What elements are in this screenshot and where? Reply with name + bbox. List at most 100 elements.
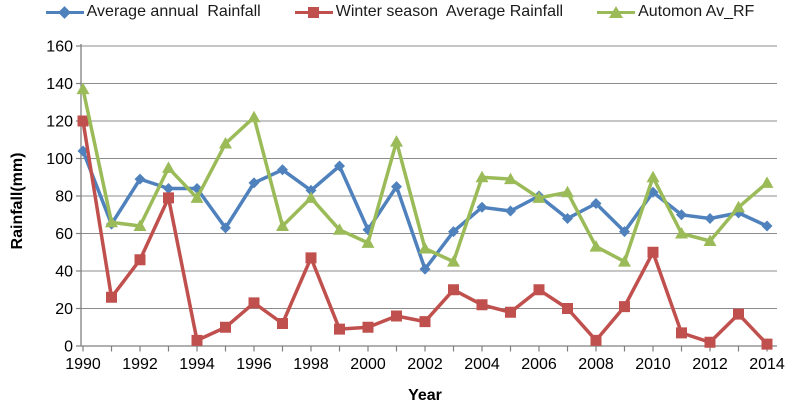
diamond-data-point-marker <box>134 173 146 185</box>
diamond-data-point-marker <box>448 226 459 238</box>
square-data-point-marker <box>77 115 89 127</box>
x-tick-label: 2004 <box>464 356 500 373</box>
x-tick-label: 2000 <box>350 356 386 373</box>
square-data-point-marker <box>334 323 345 335</box>
x-tick-label: 1992 <box>122 356 158 373</box>
x-tick-label: 1996 <box>236 356 272 373</box>
legend-label-automon-av-rf: Automon Av_RF <box>638 3 755 20</box>
diamond-data-point-marker <box>305 184 317 196</box>
square-data-point-marker <box>761 338 773 350</box>
diamond-data-point-marker <box>761 220 773 232</box>
x-tick-label: 2012 <box>692 356 728 373</box>
triangle-data-point-marker <box>219 137 232 149</box>
x-axis-tick-labels: 1990 1992 1994 1996 1998 2000 2002 2004 2006 2008… <box>65 356 785 373</box>
diamond-data-point-marker <box>619 226 630 238</box>
red-square-legend-icon <box>294 4 333 20</box>
triangle-data-point-marker <box>105 215 118 228</box>
square-data-point-marker <box>305 252 317 264</box>
y-tick-label: 20 <box>55 301 73 318</box>
triangle-data-point-marker <box>732 200 745 213</box>
triangle-data-point-marker <box>390 135 403 147</box>
triangle-marker-icon <box>609 5 624 18</box>
square-data-point-marker <box>590 334 602 346</box>
square-data-point-marker <box>476 299 488 311</box>
diamond-data-point-marker <box>220 222 231 234</box>
legend-item-winter-season-average-rainfall: Winter season Average Rainfall <box>294 3 563 21</box>
triangle-data-point-marker <box>561 185 574 198</box>
triangle-data-point-marker <box>475 170 489 183</box>
series-line-automon-av-rf <box>81 87 769 264</box>
triangle-data-point-marker <box>703 234 717 246</box>
diamond-data-point-marker <box>704 213 716 224</box>
series-line-winter-season-average-rainfall <box>81 119 769 346</box>
y-tick-label: 0 <box>64 339 73 356</box>
triangle-data-point-marker <box>760 176 774 188</box>
triangle-data-point-marker <box>532 191 546 203</box>
green-triangle-legend-icon <box>597 4 636 20</box>
y-tick-label: 140 <box>46 76 73 93</box>
triangle-data-point-marker <box>361 236 375 248</box>
x-tick-label: 2006 <box>521 356 557 373</box>
square-data-point-marker <box>106 291 117 303</box>
triangle-data-point-marker <box>418 242 432 254</box>
square-data-point-marker <box>362 321 374 333</box>
y-tick-label: 160 <box>46 39 73 56</box>
y-axis-tick-labels: 0 20 40 60 80 100 120 140 160 <box>46 39 73 356</box>
series-automon-av-rf <box>76 82 774 267</box>
triangle-data-point-marker <box>133 219 147 231</box>
x-tick-label: 1998 <box>293 356 329 373</box>
y-tick-label: 60 <box>55 226 73 243</box>
square-data-point-marker <box>191 334 203 346</box>
triangle-data-point-marker <box>162 161 175 173</box>
diamond-marker-icon <box>57 5 71 19</box>
triangle-data-point-marker <box>504 172 517 185</box>
triangle-data-point-marker <box>247 110 261 123</box>
diamond-data-point-marker <box>505 205 516 217</box>
x-tick-label: 2008 <box>578 356 614 373</box>
legend-item-average-annual-rainfall: Average annual Rainfall <box>45 3 261 21</box>
diamond-data-point-marker <box>676 209 687 221</box>
diamond-data-point-marker <box>248 177 260 189</box>
diamond-data-point-marker <box>476 201 488 213</box>
triangle-data-point-marker <box>304 191 318 203</box>
y-axis-title: Rainfall(mm) <box>9 153 26 250</box>
y-tick-label: 120 <box>46 114 73 131</box>
axes <box>80 44 777 347</box>
tick-marks <box>76 45 768 352</box>
triangle-data-point-marker <box>76 82 90 95</box>
triangle-data-point-marker <box>276 219 289 231</box>
diamond-data-point-marker <box>277 164 288 176</box>
diamond-data-point-marker <box>334 160 345 172</box>
square-data-point-marker <box>647 246 659 258</box>
x-tick-label: 2014 <box>749 356 785 373</box>
chart-legend: Average annual Rainfall Winter season Av… <box>0 1 800 23</box>
data-series <box>76 82 774 350</box>
x-tick-label: 1990 <box>65 356 101 373</box>
square-marker-icon <box>307 6 319 18</box>
y-tick-label: 40 <box>55 264 73 281</box>
square-data-point-marker <box>134 254 146 266</box>
x-axis-title: Year <box>408 387 442 404</box>
square-data-point-marker <box>533 284 545 296</box>
x-tick-label: 2010 <box>635 356 671 373</box>
square-data-point-marker <box>562 303 573 314</box>
legend-item-automon-av-rf: Automon Av_RF <box>597 3 754 21</box>
legend-label-average-annual-rainfall: Average annual Rainfall <box>86 3 261 20</box>
diamond-data-point-marker <box>391 181 402 193</box>
triangle-data-point-marker <box>675 227 688 239</box>
square-data-point-marker <box>220 321 231 333</box>
diamond-data-point-marker <box>163 183 174 194</box>
square-data-point-marker <box>277 318 288 329</box>
y-tick-label: 80 <box>55 189 73 206</box>
square-data-point-marker <box>391 310 402 322</box>
triangle-data-point-marker <box>333 223 346 235</box>
diamond-data-point-marker <box>590 198 602 209</box>
y-tick-label: 100 <box>46 151 73 168</box>
square-data-point-marker <box>704 336 716 348</box>
triangle-data-point-marker <box>646 170 660 183</box>
series-winter-season-average-rainfall <box>77 115 773 350</box>
x-tick-label: 2002 <box>407 356 443 373</box>
blue-diamond-legend-icon <box>45 4 84 20</box>
